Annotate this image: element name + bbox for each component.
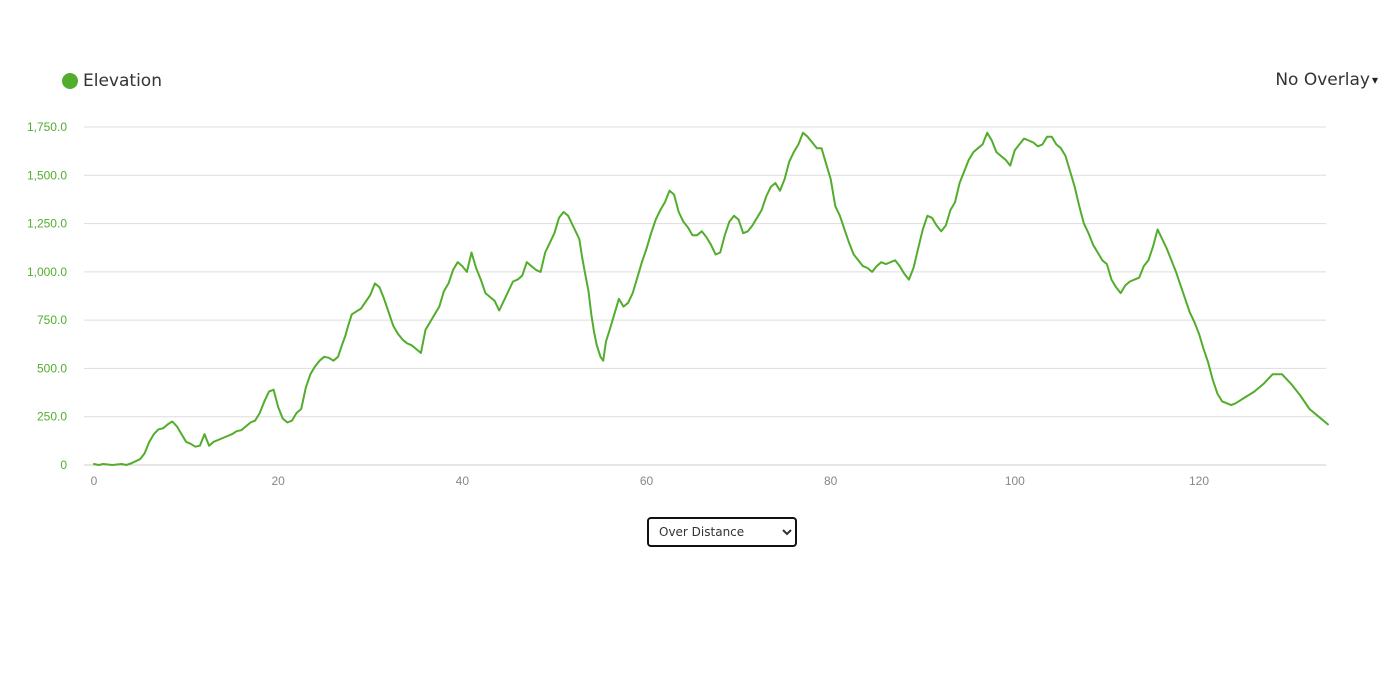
x-tick-label: 60 <box>640 474 654 488</box>
x-tick-label: 120 <box>1189 474 1209 488</box>
overlay-label: No Overlay <box>1275 70 1370 90</box>
x-tick-label: 40 <box>456 474 470 488</box>
legend-label: Elevation <box>83 71 162 91</box>
x-tick-label: 80 <box>824 474 838 488</box>
y-tick-label: 1,250.0 <box>27 217 67 231</box>
elevation-series-line[interactable] <box>93 131 1329 466</box>
y-tick-label: 1,000.0 <box>27 265 67 279</box>
x-tick-label: 0 <box>91 474 98 488</box>
y-tick-label: 750.0 <box>37 313 67 327</box>
mode-select-wrapper: Over Distance <box>647 517 797 547</box>
y-tick-label: 250.0 <box>37 410 67 424</box>
y-tick-label: 500.0 <box>37 361 67 375</box>
y-tick-label: 1,500.0 <box>27 168 67 182</box>
x-tick-label: 100 <box>1005 474 1025 488</box>
y-tick-label: 0 <box>60 458 67 472</box>
x-tick-label: 20 <box>271 474 285 488</box>
legend-dot-icon <box>62 73 78 89</box>
overlay-dropdown[interactable]: No Overlay ▾ <box>1275 70 1378 90</box>
y-tick-label: 1,750.0 <box>27 120 67 134</box>
legend-elevation[interactable]: Elevation <box>62 71 162 91</box>
mode-select[interactable]: Over Distance <box>647 517 797 547</box>
caret-down-icon: ▾ <box>1371 73 1378 87</box>
